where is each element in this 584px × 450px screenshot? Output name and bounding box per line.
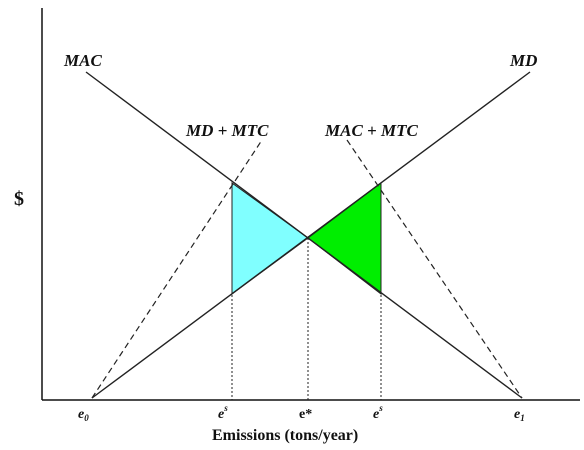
md-curve — [91, 71, 531, 399]
md-mtc-curve — [91, 139, 263, 399]
mac-mtc-curve — [346, 139, 523, 399]
md-label: MD — [509, 51, 537, 70]
x-axis-label: Emissions (tons/year) — [212, 427, 358, 444]
tick-e-star: e* — [299, 407, 312, 422]
mac-label: MAC — [63, 51, 102, 70]
mac-curve — [85, 71, 523, 399]
tick-es-right: es — [373, 403, 383, 422]
md-mtc-label: MD + MTC — [185, 121, 269, 140]
tick-e0: e0 — [78, 407, 89, 423]
right-deadweight-region — [307, 181, 382, 296]
mac-mtc-label: MAC + MTC — [324, 121, 418, 140]
left-deadweight-region — [231, 182, 309, 295]
y-axis-label: $ — [14, 188, 24, 210]
tick-e1: e1 — [514, 407, 525, 423]
tick-es-left: es — [218, 403, 228, 422]
